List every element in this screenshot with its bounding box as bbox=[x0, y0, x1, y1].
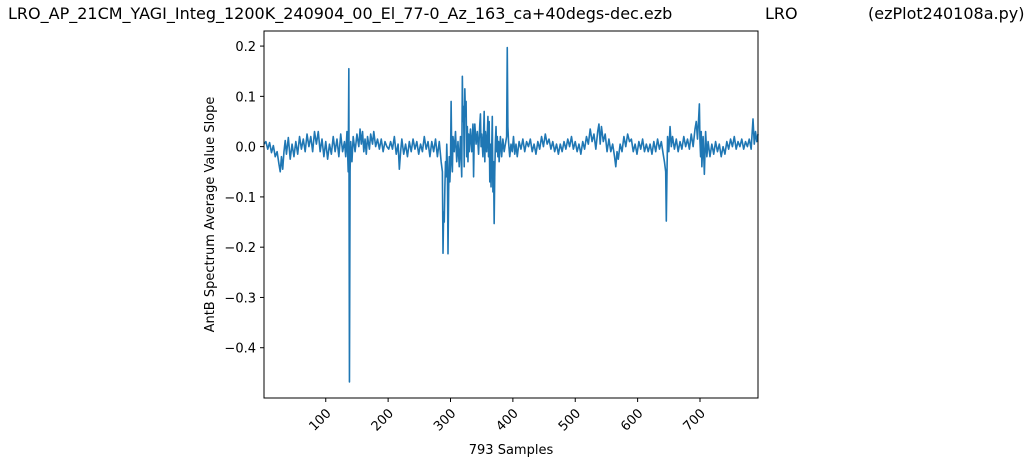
plot-frame bbox=[263, 30, 759, 399]
x-axis: 100 200 300 400 500 600 700 bbox=[306, 398, 709, 434]
y-tick-label: 0.2 bbox=[235, 40, 256, 55]
x-tick-label: 200 bbox=[369, 406, 397, 434]
script-name-header: (ezPlot240108a.py) bbox=[868, 4, 1024, 23]
y-tick-label: −0.2 bbox=[224, 241, 256, 256]
chart-marks bbox=[263, 46, 759, 383]
data-series-line bbox=[263, 46, 759, 383]
x-axis-label: 793 Samples bbox=[469, 443, 554, 458]
y-tick-label: 0.1 bbox=[235, 90, 256, 105]
y-axis-label: AntB Spectrum Average Value Slope bbox=[203, 97, 218, 333]
y-tick-label: −0.3 bbox=[224, 291, 256, 306]
x-tick-label: 700 bbox=[681, 406, 709, 434]
station-header: LRO bbox=[765, 4, 798, 23]
y-tick-label: −0.1 bbox=[224, 191, 256, 206]
x-tick-label: 100 bbox=[306, 406, 334, 434]
x-tick-label: 500 bbox=[556, 406, 584, 434]
y-tick-label: −0.4 bbox=[224, 342, 256, 357]
file-name-header: LRO_AP_21CM_YAGI_Integ_1200K_240904_00_E… bbox=[8, 4, 673, 23]
y-tick-label: 0.0 bbox=[235, 141, 256, 156]
x-tick-label: 400 bbox=[494, 406, 522, 434]
y-axis: 0.2 0.1 0.0 −0.1 −0.2 −0.3 −0.4 bbox=[224, 40, 264, 357]
x-tick-label: 600 bbox=[618, 406, 646, 434]
x-tick-label: 300 bbox=[431, 406, 459, 434]
